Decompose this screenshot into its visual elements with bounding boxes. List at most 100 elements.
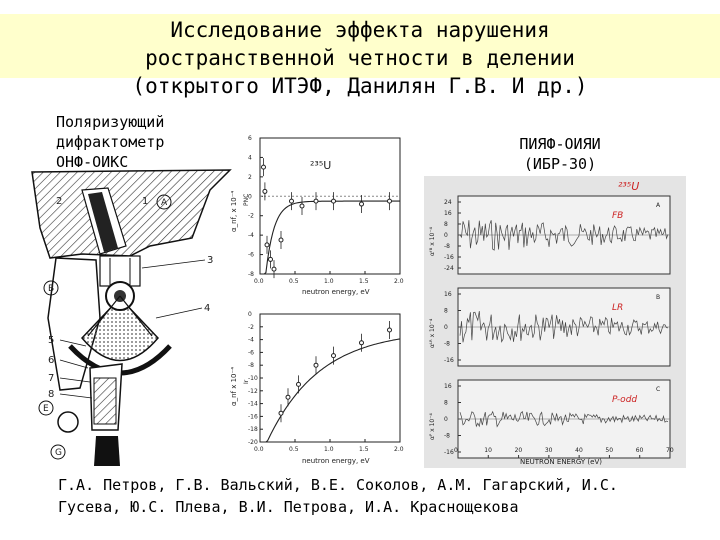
label-B-circle	[43, 280, 59, 296]
y-tick-label: -6	[248, 252, 254, 259]
chart2-ylabel: α_nf x 10⁻⁴	[230, 367, 238, 406]
y-tick-label: -14	[248, 401, 258, 408]
chart-ir: α_nf x 10⁻⁴ Ir neutron energy, eV 0.0 0.5…	[230, 311, 404, 465]
diagram-label: 3	[207, 255, 213, 266]
fit-curve	[264, 338, 401, 443]
y-tick-label: -8	[444, 341, 450, 348]
y-tick-label: 0	[444, 416, 448, 423]
caption-line: ПИЯФ-ОИЯИ	[519, 135, 601, 153]
chart3-xlabel: NEUTRON ENERGY (eV)	[520, 458, 602, 466]
y-tick-label: -20	[248, 439, 258, 446]
x-tick-label: 0.5	[289, 278, 299, 285]
title-line: (открытого ИТЭФ, Данилян Г.В. И др.)	[132, 74, 588, 98]
caption-line: Поляризующий	[56, 113, 165, 131]
panel-letter: A	[656, 202, 661, 209]
diagram-label: 1	[142, 196, 148, 207]
y-tick-label: 16	[444, 210, 452, 217]
y-tick-label: -16	[248, 413, 258, 420]
chart1-xlabel: neutron energy, eV	[302, 288, 370, 296]
label-G-circle	[50, 444, 66, 460]
chart1-ylabel: α_nf, x 10⁻⁴	[230, 191, 238, 232]
data-trace	[459, 410, 669, 428]
data-point	[359, 201, 364, 207]
y-tick-label: 0	[248, 193, 252, 200]
diagram-label: G	[55, 448, 62, 458]
y-tick-label: -16	[444, 357, 454, 364]
caption-line: (ИБР-30)	[523, 155, 597, 173]
title-line: ространственной четности в делении	[145, 46, 575, 70]
y-tick-label: -8	[444, 433, 450, 440]
y-tick-label: 0	[248, 311, 252, 318]
chart2-plot-label: Ir	[243, 379, 250, 384]
x-tick-label: 70	[666, 447, 674, 454]
x-tick-label: 0.5	[289, 446, 299, 453]
diagram-label: 6	[48, 355, 54, 366]
y-tick-label: 0	[444, 324, 448, 331]
x-tick-label: 60	[636, 447, 644, 454]
y-tick-label: 8	[444, 308, 448, 315]
data-point	[387, 198, 392, 204]
data-point	[296, 381, 301, 387]
data-point	[268, 256, 273, 262]
panel-label: LR	[612, 303, 623, 313]
y-tick-label: 4	[248, 154, 252, 161]
chart2-xlabel: neutron energy, eV	[302, 457, 370, 465]
y-tick-label: -8	[444, 243, 450, 250]
data-point	[262, 188, 268, 194]
y-tick-label: -2	[248, 213, 254, 220]
x-tick-label: 50	[605, 447, 613, 454]
x-tick-label: 20	[515, 447, 523, 454]
y-tick-label: -8	[248, 362, 254, 369]
caption-line: ОНФ-ОИКС	[56, 153, 129, 171]
data-point	[387, 327, 392, 333]
data-point	[278, 237, 284, 243]
panel-label: P-odd	[612, 395, 637, 405]
authors-line: Г.А. Петров, Г.В. Вальский, В.Е. Соколов…	[58, 476, 618, 494]
diagram-label: A	[161, 198, 168, 208]
authors: Г.А. Петров, Г.В. Вальский, В.Е. Соколов…	[58, 474, 708, 518]
detector-fan	[80, 296, 160, 362]
y-tick-label: -10	[248, 375, 258, 382]
data-point	[313, 362, 319, 368]
label-E-circle	[38, 400, 54, 416]
diagram-label: B	[48, 284, 54, 294]
data-point	[271, 266, 277, 272]
x-tick-label: 1.0	[324, 446, 334, 453]
panel-ylabel: αᴾ x 10⁻⁴	[429, 413, 436, 440]
y-tick-label: -18	[248, 426, 258, 433]
label-A-circle	[156, 194, 172, 210]
data-trace	[459, 220, 669, 251]
y-tick-label: 16	[444, 291, 452, 298]
panel-ylabel: αᶠᴮ x 10⁻⁴	[429, 227, 436, 256]
x-tick-label: 30	[545, 447, 553, 454]
panel-ylabel: αᴸᴿ x 10⁻⁴	[429, 318, 436, 348]
data-point	[299, 203, 305, 209]
y-tick-label: 8	[444, 400, 448, 407]
x-tick-label: 1.5	[359, 278, 369, 285]
x-tick-label: 1.5	[359, 446, 369, 453]
y-tick-label: -4	[248, 232, 254, 239]
diagram-label: 2	[56, 196, 62, 207]
y-tick-label: -4	[248, 337, 254, 344]
data-point	[331, 198, 336, 204]
caption-line: дифрактометр	[56, 133, 165, 151]
chart-pnc: α_nf, x 10⁻⁴ PNC ²³⁵U neutron energy, eV…	[230, 135, 404, 296]
y-tick-label: 8	[444, 221, 448, 228]
y-tick-label: 2	[248, 174, 252, 181]
x-tick-label: 1.0	[324, 278, 334, 285]
shield-block	[31, 169, 232, 259]
y-tick-label: 0	[444, 232, 448, 239]
diagram-label: 8	[48, 389, 54, 400]
data-point	[261, 164, 266, 170]
title-band: Исследование эффекта нарушения ространст…	[0, 14, 720, 98]
x-tick-label: 2.0	[394, 446, 404, 453]
data-point	[278, 410, 284, 416]
left-caption: Поляризующий дифрактометр ОНФ-ОИКС	[56, 112, 164, 172]
panel-label: FB	[612, 211, 623, 221]
chart3-isotope-label: ²³⁵U	[618, 180, 639, 193]
y-tick-label: -16	[444, 254, 454, 261]
diagram-label: 4	[204, 303, 210, 314]
slide-title: Исследование эффекта нарушения ространст…	[40, 16, 680, 100]
y-tick-label: -12	[248, 388, 258, 395]
